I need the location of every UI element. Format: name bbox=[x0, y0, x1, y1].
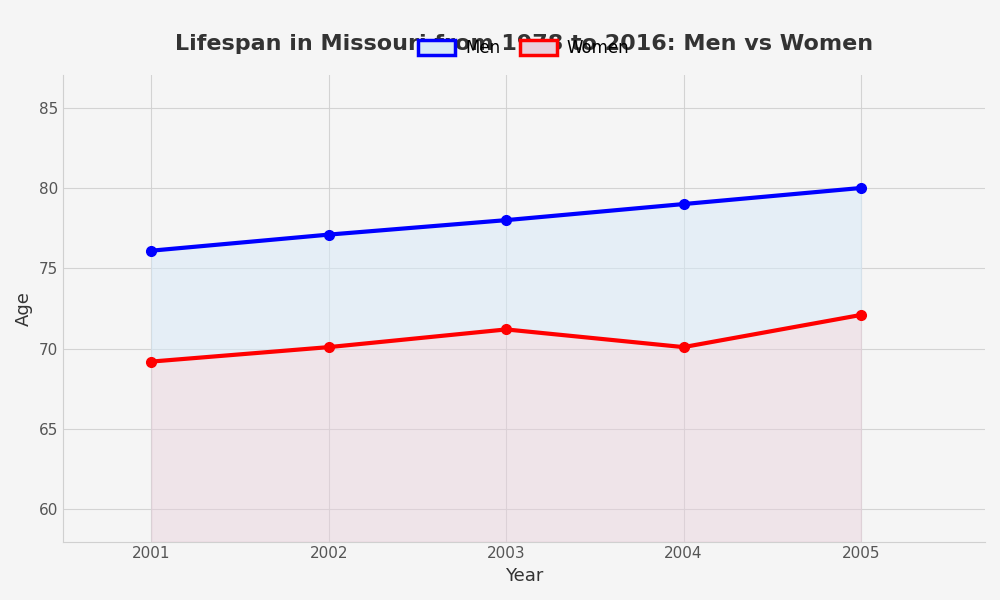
Y-axis label: Age: Age bbox=[15, 291, 33, 326]
Legend: Men, Women: Men, Women bbox=[412, 32, 636, 64]
Title: Lifespan in Missouri from 1978 to 2016: Men vs Women: Lifespan in Missouri from 1978 to 2016: … bbox=[175, 34, 873, 55]
X-axis label: Year: Year bbox=[505, 567, 543, 585]
